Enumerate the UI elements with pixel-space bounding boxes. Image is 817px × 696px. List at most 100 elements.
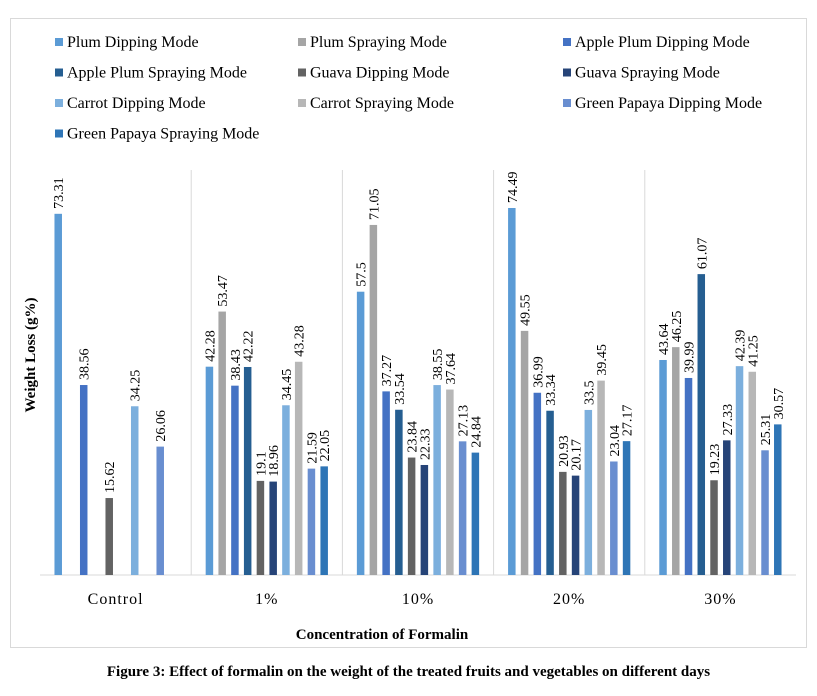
data-label: 71.05: [367, 188, 382, 220]
x-tick-label: 1%: [255, 591, 278, 608]
data-label: 43.28: [293, 325, 308, 357]
data-label: 73.31: [52, 177, 67, 209]
bar: [307, 468, 316, 575]
data-label: 22.33: [418, 428, 433, 460]
data-label: 27.17: [621, 405, 636, 437]
bar: [697, 274, 706, 575]
bar: [559, 471, 567, 575]
y-axis-label: Weight Loss (g%): [23, 297, 39, 412]
data-label: 39.45: [595, 344, 610, 376]
bar: [533, 392, 542, 575]
data-label: 38.56: [78, 349, 93, 381]
legend-entry: Plum Dipping Mode: [67, 34, 199, 51]
legend-entry: Guava Spraying Mode: [575, 65, 720, 82]
data-label: 42.39: [734, 330, 749, 362]
data-label: 61.07: [695, 238, 710, 270]
data-label: 38.55: [431, 349, 446, 381]
x-tick-label: 20%: [553, 591, 585, 608]
bar: [710, 480, 718, 575]
data-label: 25.31: [759, 414, 774, 446]
bar: [622, 441, 631, 575]
data-label: 33.54: [393, 373, 408, 405]
legend-swatch: [563, 99, 571, 107]
bar: [584, 409, 593, 575]
bar: [723, 440, 731, 575]
bar: [672, 347, 680, 575]
data-label: 33.5: [582, 380, 597, 405]
bar: [54, 213, 62, 575]
bar: [79, 385, 88, 575]
data-label: 57.5: [355, 262, 370, 287]
bar: [156, 446, 164, 575]
chart-frame: [10, 18, 807, 648]
bar: [446, 389, 454, 575]
bar: [748, 371, 757, 575]
bar: [774, 424, 782, 575]
legend-swatch: [298, 99, 306, 107]
bar: [269, 481, 277, 575]
bar: [256, 480, 265, 575]
bar: [282, 405, 290, 575]
legend: Plum Dipping Mode Plum Spraying Mode Apple…: [55, 34, 762, 143]
data-label: 42.22: [242, 330, 257, 361]
bar: [610, 461, 618, 575]
bar-chart: Plum Dipping Mode Plum Spraying Mode Apple…: [23, 34, 796, 643]
data-label: 34.25: [129, 370, 144, 402]
bar: [420, 464, 429, 575]
data-label: 20.17: [570, 439, 585, 471]
x-tick-label: Control: [88, 591, 144, 608]
bar: [395, 409, 403, 575]
data-label: 15.62: [103, 462, 118, 494]
data-label: 19.23: [708, 444, 723, 476]
data-label: 23.04: [608, 425, 623, 457]
legend-swatch: [55, 38, 63, 46]
bar: [369, 224, 378, 576]
legend-swatch: [55, 99, 63, 107]
bar: [508, 208, 516, 575]
data-label: 46.25: [670, 311, 685, 343]
legend-entry: Apple Plum Dipping Mode: [575, 34, 750, 51]
bar: [458, 441, 467, 575]
data-label: 27.13: [457, 405, 472, 437]
legend-entry: Carrot Spraying Mode: [310, 95, 454, 112]
data-label: 33.34: [544, 374, 559, 406]
bar: [382, 391, 390, 575]
bar: [294, 361, 303, 575]
legend-swatch: [563, 68, 571, 77]
bar: [205, 366, 214, 575]
bar: [546, 410, 554, 575]
data-label: 36.99: [531, 356, 546, 388]
data-label: 30.57: [772, 388, 787, 420]
bar: [571, 475, 580, 575]
bar: [761, 450, 769, 575]
bar: [243, 366, 252, 575]
legend-swatch: [563, 38, 571, 46]
bar: [471, 452, 480, 575]
data-label: 43.64: [657, 323, 672, 355]
data-label: 49.55: [519, 294, 534, 326]
data-label: 39.99: [683, 341, 698, 373]
x-tick-label: 10%: [402, 591, 434, 608]
legend-entry: Green Papaya Dipping Mode: [575, 95, 762, 112]
data-label: 27.33: [721, 404, 736, 436]
plot-area: 73.31 38.56 15.62 34.25 26.06 Control 42.28 53.…: [40, 170, 796, 608]
bar: [218, 311, 226, 575]
data-label: 74.49: [506, 172, 521, 204]
data-label: 26.06: [154, 410, 169, 442]
bar: [597, 380, 605, 575]
bar: [105, 498, 113, 575]
data-label: 37.64: [444, 353, 459, 385]
bar: [320, 466, 328, 575]
x-axis-label: Concentration of Formalin: [296, 627, 469, 643]
data-label: 21.59: [305, 432, 320, 464]
data-label: 18.96: [267, 445, 282, 477]
legend-swatch: [298, 68, 306, 77]
bar: [130, 406, 139, 575]
data-label: 19.1: [254, 451, 269, 476]
legend-entry: Plum Spraying Mode: [310, 34, 447, 51]
data-label: 41.25: [746, 335, 761, 367]
legend-entry: Apple Plum Spraying Mode: [67, 65, 247, 82]
figure-caption: Figure 3: Effect of formalin on the weig…: [106, 664, 711, 680]
bar: [407, 457, 416, 575]
bar: [356, 291, 365, 575]
